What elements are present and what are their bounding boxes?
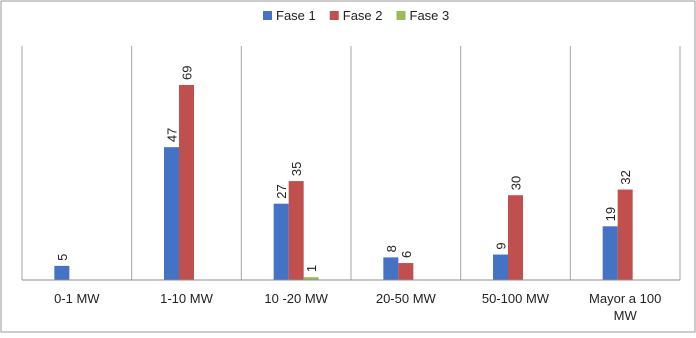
- bar: [493, 254, 508, 280]
- bar: [179, 85, 194, 280]
- bar: [398, 263, 414, 280]
- category-separators: [21, 46, 681, 280]
- bar: [164, 147, 179, 280]
- legend-label: Fase 3: [410, 8, 450, 23]
- legend-label: Fase 1: [276, 8, 316, 23]
- data-labels: 5 47 27 8 9 19 69 35 6 30 32 1: [55, 66, 633, 273]
- bar: [508, 195, 523, 280]
- legend-label: Fase 2: [343, 8, 383, 23]
- data-label: 9: [494, 242, 509, 249]
- data-label: 27: [274, 184, 289, 198]
- data-label: 35: [289, 162, 304, 176]
- data-label: 8: [384, 245, 399, 252]
- legend-swatch: [263, 11, 272, 20]
- data-label: 32: [618, 170, 633, 184]
- bar: [303, 277, 319, 280]
- data-label: 5: [55, 254, 70, 261]
- bars: [54, 85, 633, 280]
- bar: [383, 257, 399, 280]
- bar: [288, 181, 304, 280]
- bar: [617, 189, 633, 280]
- legend-swatch: [396, 11, 406, 20]
- bar: [602, 226, 618, 280]
- category-label: 20-50 MW: [376, 291, 437, 306]
- category-label: 50-100 MW: [482, 291, 550, 306]
- data-label: 1: [304, 265, 319, 272]
- data-label: 6: [399, 251, 414, 258]
- data-label: 47: [165, 128, 180, 142]
- category-label: 0-1 MW: [54, 291, 100, 306]
- data-label: 19: [603, 207, 618, 221]
- data-label: 69: [180, 66, 195, 80]
- bar: [273, 203, 289, 280]
- category-label: Mayor a 100 MW: [589, 291, 661, 323]
- category-label: 1-10 MW: [160, 291, 213, 306]
- x-axis: 0-1 MW 1-10 MW 10 -20 MW 20-50 MW 50-100 MW M…: [22, 279, 680, 323]
- legend-swatch: [329, 11, 339, 20]
- legend: Fase 1 Fase 2 Fase 3: [263, 8, 449, 23]
- bar: [54, 265, 70, 280]
- data-label: 30: [509, 176, 524, 190]
- category-label: 10 -20 MW: [264, 291, 328, 306]
